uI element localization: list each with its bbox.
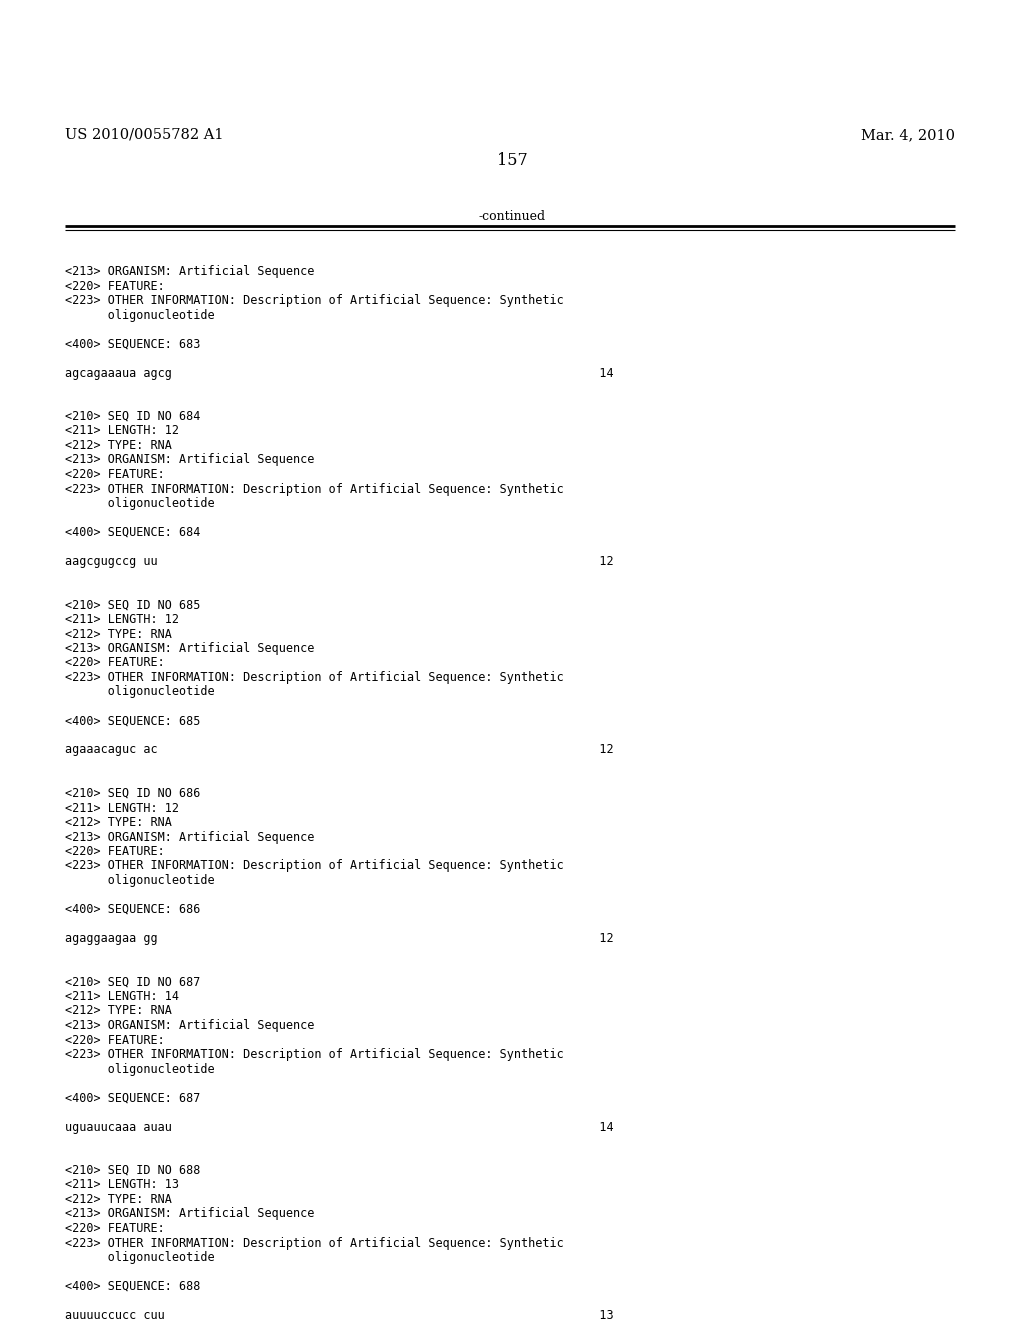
Text: <400> SEQUENCE: 686: <400> SEQUENCE: 686 bbox=[65, 903, 201, 916]
Text: <223> OTHER INFORMATION: Description of Artificial Sequence: Synthetic: <223> OTHER INFORMATION: Description of … bbox=[65, 294, 564, 308]
Text: <400> SEQUENCE: 684: <400> SEQUENCE: 684 bbox=[65, 525, 201, 539]
Text: aagcgugccg uu                                                              12: aagcgugccg uu 12 bbox=[65, 554, 613, 568]
Text: <400> SEQUENCE: 683: <400> SEQUENCE: 683 bbox=[65, 338, 201, 351]
Text: 157: 157 bbox=[497, 152, 527, 169]
Text: US 2010/0055782 A1: US 2010/0055782 A1 bbox=[65, 128, 223, 143]
Text: auuuuccucc cuu                                                             13: auuuuccucc cuu 13 bbox=[65, 1309, 613, 1320]
Text: <213> ORGANISM: Artificial Sequence: <213> ORGANISM: Artificial Sequence bbox=[65, 830, 314, 843]
Text: <400> SEQUENCE: 687: <400> SEQUENCE: 687 bbox=[65, 1092, 201, 1105]
Text: <211> LENGTH: 13: <211> LENGTH: 13 bbox=[65, 1179, 179, 1192]
Text: <223> OTHER INFORMATION: Description of Artificial Sequence: Synthetic: <223> OTHER INFORMATION: Description of … bbox=[65, 1048, 564, 1061]
Text: oligonucleotide: oligonucleotide bbox=[65, 1251, 215, 1265]
Text: <213> ORGANISM: Artificial Sequence: <213> ORGANISM: Artificial Sequence bbox=[65, 265, 314, 279]
Text: <223> OTHER INFORMATION: Description of Artificial Sequence: Synthetic: <223> OTHER INFORMATION: Description of … bbox=[65, 1237, 564, 1250]
Text: <223> OTHER INFORMATION: Description of Artificial Sequence: Synthetic: <223> OTHER INFORMATION: Description of … bbox=[65, 859, 564, 873]
Text: <223> OTHER INFORMATION: Description of Artificial Sequence: Synthetic: <223> OTHER INFORMATION: Description of … bbox=[65, 671, 564, 684]
Text: <211> LENGTH: 12: <211> LENGTH: 12 bbox=[65, 425, 179, 437]
Text: oligonucleotide: oligonucleotide bbox=[65, 874, 215, 887]
Text: <223> OTHER INFORMATION: Description of Artificial Sequence: Synthetic: <223> OTHER INFORMATION: Description of … bbox=[65, 483, 564, 495]
Text: oligonucleotide: oligonucleotide bbox=[65, 1063, 215, 1076]
Text: <213> ORGANISM: Artificial Sequence: <213> ORGANISM: Artificial Sequence bbox=[65, 1019, 314, 1032]
Text: oligonucleotide: oligonucleotide bbox=[65, 685, 215, 698]
Text: <220> FEATURE:: <220> FEATURE: bbox=[65, 1222, 165, 1236]
Text: <220> FEATURE:: <220> FEATURE: bbox=[65, 469, 165, 480]
Text: <220> FEATURE:: <220> FEATURE: bbox=[65, 1034, 165, 1047]
Text: <211> LENGTH: 14: <211> LENGTH: 14 bbox=[65, 990, 179, 1003]
Text: oligonucleotide: oligonucleotide bbox=[65, 309, 215, 322]
Text: <213> ORGANISM: Artificial Sequence: <213> ORGANISM: Artificial Sequence bbox=[65, 1208, 314, 1221]
Text: <212> TYPE: RNA: <212> TYPE: RNA bbox=[65, 1193, 172, 1206]
Text: -continued: -continued bbox=[478, 210, 546, 223]
Text: <210> SEQ ID NO 685: <210> SEQ ID NO 685 bbox=[65, 598, 201, 611]
Text: <400> SEQUENCE: 688: <400> SEQUENCE: 688 bbox=[65, 1280, 201, 1294]
Text: agaggaagaa gg                                                              12: agaggaagaa gg 12 bbox=[65, 932, 613, 945]
Text: <210> SEQ ID NO 688: <210> SEQ ID NO 688 bbox=[65, 1164, 201, 1177]
Text: <213> ORGANISM: Artificial Sequence: <213> ORGANISM: Artificial Sequence bbox=[65, 454, 314, 466]
Text: uguauucaaa auau                                                            14: uguauucaaa auau 14 bbox=[65, 1121, 613, 1134]
Text: agcagaaaua agcg                                                            14: agcagaaaua agcg 14 bbox=[65, 367, 613, 380]
Text: <211> LENGTH: 12: <211> LENGTH: 12 bbox=[65, 612, 179, 626]
Text: <212> TYPE: RNA: <212> TYPE: RNA bbox=[65, 440, 172, 451]
Text: Mar. 4, 2010: Mar. 4, 2010 bbox=[861, 128, 955, 143]
Text: <212> TYPE: RNA: <212> TYPE: RNA bbox=[65, 1005, 172, 1018]
Text: <211> LENGTH: 12: <211> LENGTH: 12 bbox=[65, 801, 179, 814]
Text: oligonucleotide: oligonucleotide bbox=[65, 498, 215, 510]
Text: <210> SEQ ID NO 684: <210> SEQ ID NO 684 bbox=[65, 411, 201, 422]
Text: <400> SEQUENCE: 685: <400> SEQUENCE: 685 bbox=[65, 714, 201, 727]
Text: <210> SEQ ID NO 686: <210> SEQ ID NO 686 bbox=[65, 787, 201, 800]
Text: <213> ORGANISM: Artificial Sequence: <213> ORGANISM: Artificial Sequence bbox=[65, 642, 314, 655]
Text: <212> TYPE: RNA: <212> TYPE: RNA bbox=[65, 816, 172, 829]
Text: <212> TYPE: RNA: <212> TYPE: RNA bbox=[65, 627, 172, 640]
Text: <220> FEATURE:: <220> FEATURE: bbox=[65, 845, 165, 858]
Text: agaaacaguc ac                                                              12: agaaacaguc ac 12 bbox=[65, 743, 613, 756]
Text: <210> SEQ ID NO 687: <210> SEQ ID NO 687 bbox=[65, 975, 201, 989]
Text: <220> FEATURE:: <220> FEATURE: bbox=[65, 656, 165, 669]
Text: <220> FEATURE:: <220> FEATURE: bbox=[65, 280, 165, 293]
